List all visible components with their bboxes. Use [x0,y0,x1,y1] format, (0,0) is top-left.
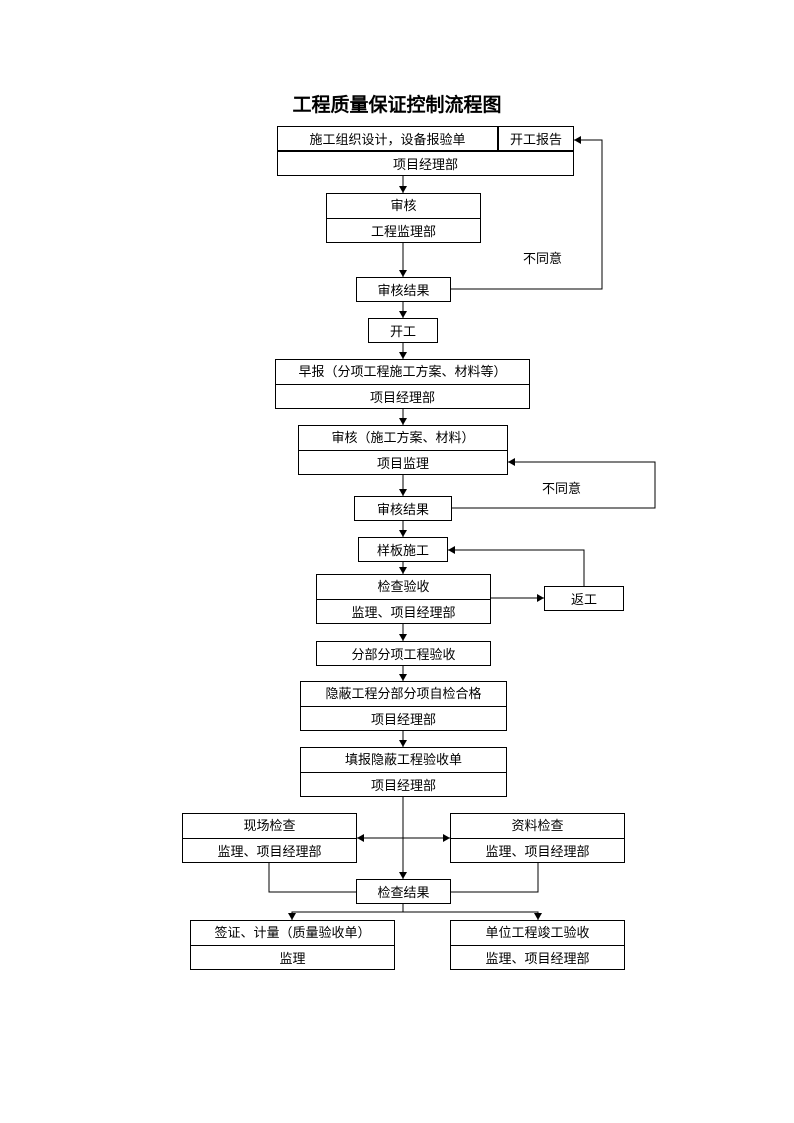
cell: 监理、项目经理部 [451,946,624,971]
node-n11: 隐蔽工程分部分项自检合格项目经理部 [300,681,507,731]
label-disagree1: 不同意 [523,248,562,267]
cell: 项目经理部 [276,385,529,410]
cell: 审核 [327,194,480,219]
node-n13R: 资料检查监理、项目经理部 [450,813,625,863]
cell: 开工 [369,319,437,344]
cell: 监理 [191,946,394,971]
node-n14: 检查结果 [356,879,451,904]
cell: 隐蔽工程分部分项自检合格 [301,682,506,707]
node-n13L: 现场检查监理、项目经理部 [182,813,357,863]
node-n6: 审核（施工方案、材料）项目监理 [298,425,508,475]
cell: 项目经理部 [301,773,506,798]
cell: 监理、项目经理部 [183,839,356,864]
cell: 样板施工 [359,538,447,563]
cell: 项目经理部 [278,152,573,177]
cell: 审核结果 [357,278,450,303]
node-n3: 审核结果 [356,277,451,302]
cell: 项目监理 [299,451,507,476]
node-n7: 审核结果 [354,496,452,521]
cell: 检查验收 [317,575,490,600]
cell: 监理、项目经理部 [317,600,490,625]
node-n12: 填报隐蔽工程验收单项目经理部 [300,747,507,797]
cell: 早报（分项工程施工方案、材料等） [276,360,529,385]
cell: 项目经理部 [301,707,506,732]
node-n8: 样板施工 [358,537,448,562]
cell: 工程监理部 [327,219,480,244]
node-n15R: 单位工程竣工验收监理、项目经理部 [450,920,625,970]
cell: 检查结果 [357,880,450,905]
node-n4: 开工 [368,318,438,343]
cell: 资料检查 [451,814,624,839]
cell: 施工组织设计，设备报验单 [278,127,497,152]
node-n1: 施工组织设计，设备报验单 [277,126,498,151]
cell: 分部分项工程验收 [317,642,490,667]
node-n5: 早报（分项工程施工方案、材料等）项目经理部 [275,359,530,409]
cell: 签证、计量（质量验收单） [191,921,394,946]
node-nRework: 返工 [544,586,624,611]
cell: 审核结果 [355,497,451,522]
flowchart-page: 工程质量保证控制流程图 施工组织设计，设备报验单开工报告项目经理部审核工程监理部… [0,0,794,1123]
cell: 开工报告 [499,127,573,152]
cell: 返工 [545,587,623,612]
cell: 现场检查 [183,814,356,839]
node-n9: 检查验收监理、项目经理部 [316,574,491,624]
node-n10: 分部分项工程验收 [316,641,491,666]
page-title: 工程质量保证控制流程图 [0,90,794,117]
node-n1c: 项目经理部 [277,151,574,176]
cell: 填报隐蔽工程验收单 [301,748,506,773]
node-n2: 审核工程监理部 [326,193,481,243]
node-n15L: 签证、计量（质量验收单）监理 [190,920,395,970]
cell: 监理、项目经理部 [451,839,624,864]
node-n1b: 开工报告 [498,126,574,151]
cell: 审核（施工方案、材料） [299,426,507,451]
cell: 单位工程竣工验收 [451,921,624,946]
label-disagree2: 不同意 [542,478,581,497]
